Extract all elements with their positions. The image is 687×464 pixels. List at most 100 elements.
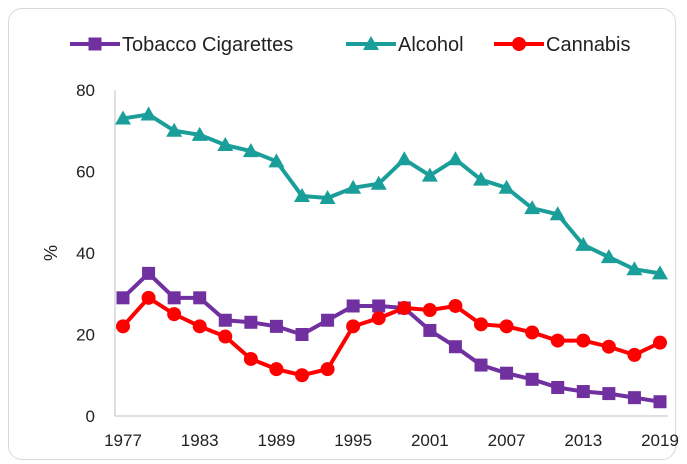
x-tick-label: 1989	[258, 431, 296, 450]
x-tick-label: 2013	[564, 431, 602, 450]
tobacco-cigarettes-point	[423, 323, 437, 337]
cannabis-line	[121, 295, 661, 378]
legend-label: Alcohol	[398, 34, 464, 56]
cannabis-point	[320, 362, 335, 377]
alcohol-point	[191, 126, 208, 141]
tobacco-cigarettes-point	[551, 380, 565, 394]
alcohol-point	[140, 106, 157, 121]
y-tick-label: 0	[86, 407, 95, 426]
cannabis-point	[116, 319, 130, 334]
x-tick-label: 1995	[334, 431, 372, 450]
alcohol-point	[396, 151, 413, 166]
cannabis-point	[474, 317, 488, 332]
tobacco-cigarettes-point	[474, 358, 488, 372]
tobacco-cigarettes-point	[116, 291, 130, 305]
cannabis-point	[499, 319, 514, 334]
tobacco-cigarettes-line	[121, 271, 661, 404]
x-tick-label: 2019	[641, 431, 679, 450]
cannabis-point	[192, 319, 207, 334]
x-tick-label: 2001	[411, 431, 449, 450]
tobacco-cigarettes-point	[269, 319, 283, 333]
cannabis-point	[295, 368, 309, 383]
x-tick-label: 1983	[181, 431, 219, 450]
x-axis: 1977 1983 1989 1995 2001 2007 2013 2019	[104, 415, 679, 450]
y-axis-label: %	[41, 245, 61, 261]
alcohol-point	[217, 137, 234, 152]
tobacco-cigarettes-point	[653, 395, 667, 409]
y-tick-label: 60	[76, 163, 95, 182]
cannabis-point	[627, 347, 642, 362]
cannabis-point	[550, 333, 565, 348]
alcohol-point	[600, 249, 617, 264]
tobacco-cigarettes-point	[295, 328, 309, 341]
legend-item-cannabis: Cannabis	[494, 34, 631, 56]
cannabis-point	[422, 303, 437, 318]
cannabis-point	[218, 329, 233, 344]
tobacco-cigarettes-point	[244, 315, 258, 329]
alcohol-point	[447, 151, 464, 166]
alcohol-point	[319, 189, 336, 204]
cannabis-point	[653, 335, 667, 350]
alcohol-point	[549, 206, 566, 221]
legend-item-alcohol: Alcohol	[346, 34, 464, 56]
x-tick-label: 2007	[488, 431, 526, 450]
tobacco-cigarettes-point	[142, 266, 156, 280]
alcohol-point	[242, 143, 259, 158]
y-axis: 0 20 40 60 80%	[41, 81, 116, 426]
legend-marker	[88, 37, 102, 51]
tobacco-cigarettes-point	[372, 299, 386, 313]
legend-item-tobacco-cigarettes: Tobacco Cigarettes	[70, 34, 293, 56]
cannabis-point	[141, 290, 156, 305]
alcohol-point	[652, 265, 668, 280]
cannabis-point	[346, 319, 361, 334]
y-tick-label: 80	[76, 81, 95, 100]
series-tobacco-cigarettes	[116, 266, 667, 409]
tobacco-cigarettes-point	[448, 340, 462, 354]
alcohol-point	[345, 179, 362, 194]
alcohol-point	[166, 122, 183, 137]
plot-area	[115, 106, 668, 409]
chart-frame	[8, 8, 676, 460]
alcohol-point	[421, 167, 438, 182]
tobacco-cigarettes-point	[602, 387, 616, 401]
alcohol-point	[268, 153, 285, 168]
tobacco-cigarettes-point	[167, 291, 181, 305]
cannabis-point	[243, 351, 258, 366]
y-tick-label: 20	[76, 326, 95, 345]
series-alcohol	[115, 106, 668, 280]
tobacco-cigarettes-point	[346, 299, 360, 313]
alcohol-point	[626, 261, 643, 276]
alcohol-point	[370, 175, 387, 190]
legend-label: Cannabis	[546, 34, 631, 56]
tobacco-cigarettes-point	[525, 372, 539, 386]
cannabis-point	[269, 362, 284, 377]
legend: Tobacco Cigarettes Alcohol Cannabis	[70, 34, 631, 56]
legend-label: Tobacco Cigarettes	[122, 34, 293, 56]
series-cannabis	[116, 290, 667, 383]
cannabis-point	[576, 333, 591, 348]
cannabis-point	[167, 307, 182, 322]
alcohol-point	[575, 236, 592, 251]
tobacco-cigarettes-point	[193, 291, 207, 305]
alcohol-line	[122, 112, 661, 276]
tobacco-cigarettes-point	[321, 313, 335, 327]
x-tick-label: 1977	[104, 431, 142, 450]
alcohol-point	[473, 171, 489, 186]
alcohol-point	[524, 200, 541, 215]
cannabis-point	[397, 301, 412, 316]
legend-marker	[512, 37, 526, 51]
cannabis-point	[448, 298, 463, 313]
tobacco-cigarettes-point	[500, 366, 514, 380]
y-tick-label: 40	[76, 244, 95, 263]
cannabis-point	[525, 325, 540, 340]
alcohol-point	[115, 110, 131, 125]
legend-marker	[363, 36, 379, 50]
alcohol-point	[294, 187, 310, 202]
cannabis-point	[601, 339, 616, 354]
tobacco-cigarettes-point	[218, 313, 232, 327]
alcohol-point	[498, 179, 515, 194]
tobacco-cigarettes-point	[627, 391, 641, 405]
cannabis-point	[371, 311, 386, 326]
tobacco-cigarettes-point	[576, 385, 590, 399]
